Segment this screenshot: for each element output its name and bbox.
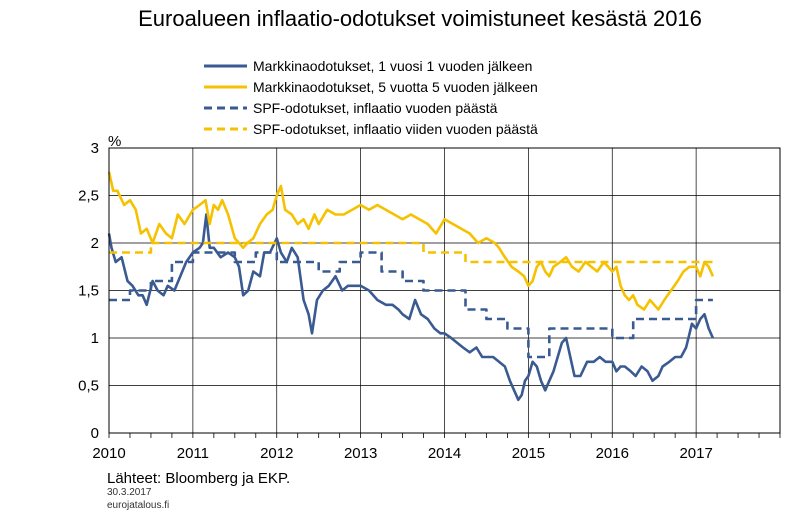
series-line-4 — [109, 241, 713, 264]
series-line-1 — [107, 213, 715, 402]
legend-label: SPF-odotukset, inflaatio viiden vuoden p… — [253, 121, 538, 137]
series-line-3 — [109, 251, 713, 359]
chart-legend: Markkinaodotukset, 1 vuosi 1 vuoden jälk… — [204, 58, 538, 137]
x-tick-label: 2017 — [679, 445, 712, 462]
legend-label: Markkinaodotukset, 1 vuosi 1 vuoden jälk… — [253, 58, 532, 74]
y-axis-unit-label: % — [108, 133, 121, 150]
y-tick-label: 2 — [91, 235, 99, 252]
y-tick-label: 1 — [91, 330, 99, 347]
site-name: eurojatalous.fi — [107, 500, 170, 511]
chart-title: Euroalueen inflaatio-odotukset voimistun… — [138, 6, 702, 31]
x-tick-label: 2016 — [596, 445, 629, 462]
x-tick-label: 2013 — [344, 445, 377, 462]
y-tick-label: 1,5 — [78, 283, 99, 300]
x-tick-label: 2010 — [92, 445, 125, 462]
y-tick-label: 2,5 — [78, 188, 99, 205]
data-series — [107, 171, 715, 402]
x-tick-label: 2014 — [428, 445, 461, 462]
x-tick-label: 2015 — [512, 445, 545, 462]
publish-date: 30.3.2017 — [107, 487, 152, 498]
series-line-2 — [107, 171, 715, 311]
source-note: Lähteet: Bloomberg ja EKP. — [107, 470, 291, 487]
y-tick-label: 0,5 — [78, 378, 99, 395]
legend-label: Markkinaodotukset, 5 vuotta 5 vuoden jäl… — [253, 79, 538, 95]
x-tick-label: 2012 — [260, 445, 293, 462]
grid-lines — [108, 147, 781, 434]
x-tick-label: 2011 — [177, 445, 209, 462]
legend-label: SPF-odotukset, inflaatio vuoden päästä — [253, 100, 498, 116]
axes: 0 0,5 1 1,5 2 2,5 3 2010 2011 2012 2013 2014 2015 201… — [78, 140, 781, 462]
y-tick-label: 0 — [91, 425, 99, 442]
y-tick-label: 3 — [91, 140, 99, 157]
